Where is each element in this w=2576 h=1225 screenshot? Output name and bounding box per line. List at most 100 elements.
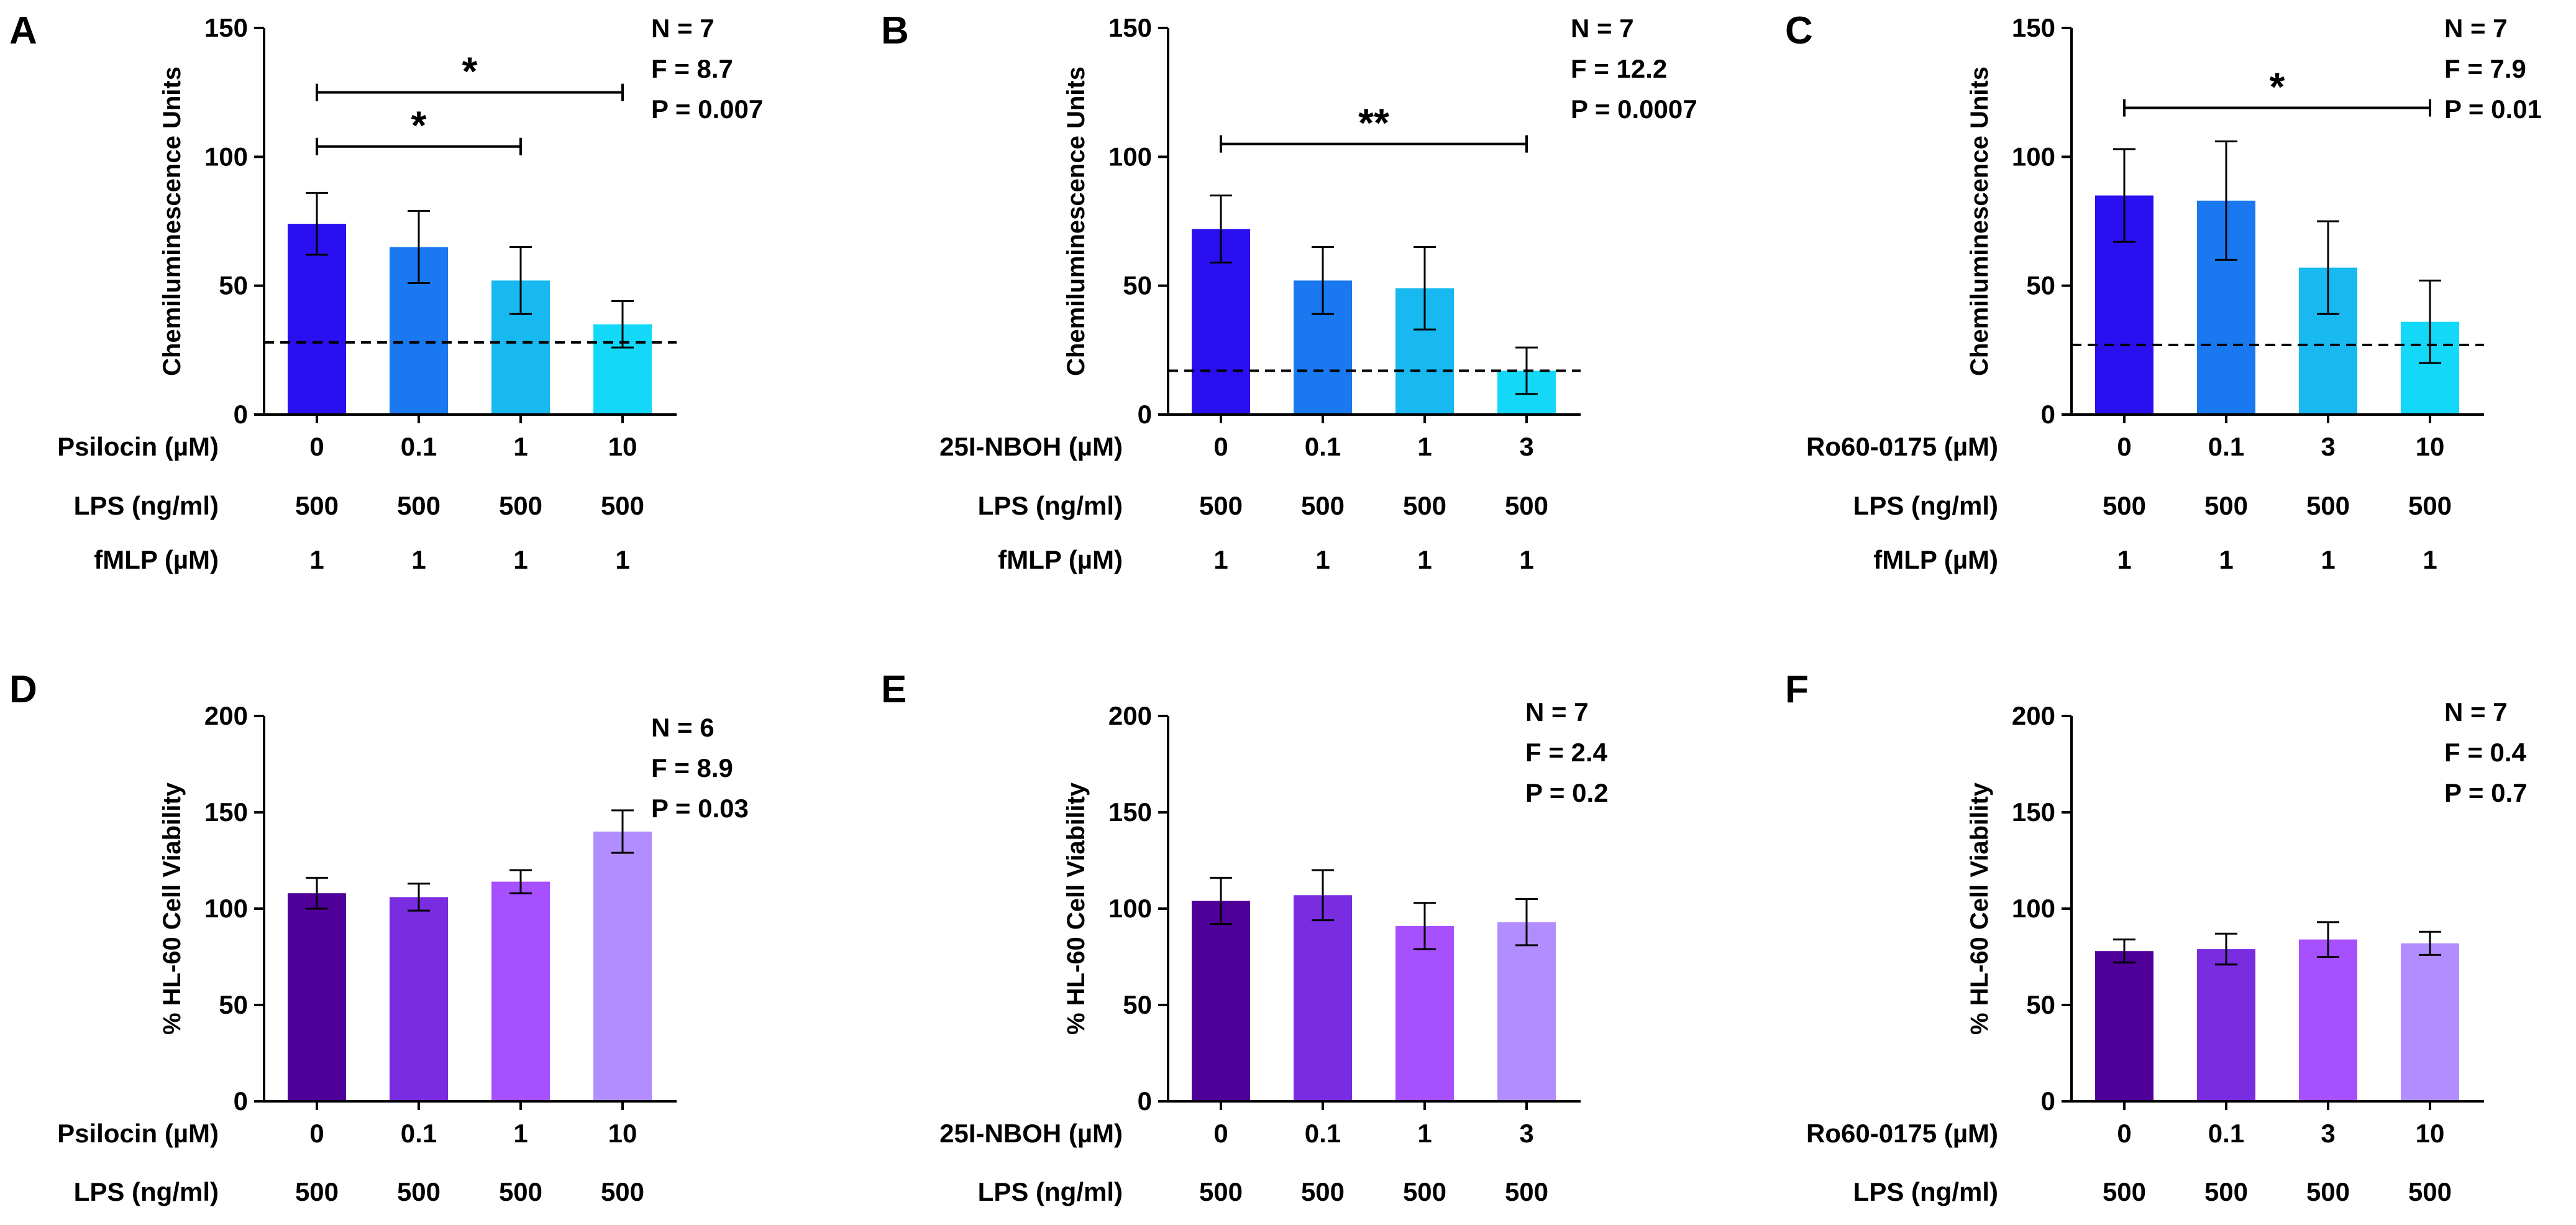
y-tick-label: 50 xyxy=(2026,990,2055,1019)
stat-line: P = 0.007 xyxy=(651,94,763,124)
panel-letter: F xyxy=(1785,668,1809,711)
y-tick-label: 0 xyxy=(1138,1086,1152,1116)
row-label: Psilocin (µM) xyxy=(57,1119,219,1148)
stat-line: P = 0.01 xyxy=(2444,94,2542,124)
error-bar xyxy=(1210,876,1232,925)
row-value: 3 xyxy=(1519,432,1533,461)
row-value: 500 xyxy=(2204,1177,2248,1206)
error-bar xyxy=(611,300,634,349)
stat-line: F = 0.4 xyxy=(2444,738,2527,767)
row-value: 500 xyxy=(1403,1177,1446,1206)
error-bar xyxy=(1515,898,1538,947)
row-label: Psilocin (µM) xyxy=(57,432,219,461)
y-tick-label: 100 xyxy=(1108,142,1152,171)
row-value: 1 xyxy=(1417,1119,1432,1148)
row-label: fMLP (µM) xyxy=(998,545,1123,574)
significance-bracket xyxy=(316,83,624,101)
error-bar xyxy=(306,191,328,256)
row-value: 500 xyxy=(499,491,542,520)
error-bar xyxy=(1312,869,1334,922)
error-bar xyxy=(2419,279,2441,364)
y-tick-label: 100 xyxy=(2012,142,2055,171)
row-value: 1 xyxy=(2321,545,2335,574)
row-value: 1 xyxy=(309,545,324,574)
stat-line: F = 8.7 xyxy=(651,54,733,83)
error-bar xyxy=(2113,148,2135,243)
row-value: 0 xyxy=(1213,432,1228,461)
y-tick-label: 50 xyxy=(219,271,248,300)
bar xyxy=(390,897,448,1101)
row-value: 1 xyxy=(411,545,426,574)
row-value: 3 xyxy=(2321,1119,2335,1148)
row-label: LPS (ng/ml) xyxy=(74,1177,219,1206)
stat-line: F = 12.2 xyxy=(1571,54,1667,83)
y-tick-label: 50 xyxy=(219,990,248,1019)
row-value: 500 xyxy=(1505,491,1548,520)
row-value: 1 xyxy=(1315,545,1330,574)
row-value: 0.1 xyxy=(1305,1119,1341,1148)
y-axis-label: % HL-60 Cell Viability xyxy=(158,782,186,1035)
row-label: LPS (ng/ml) xyxy=(978,491,1123,520)
row-value: 500 xyxy=(1403,491,1446,520)
y-axis-label: Chemiluminescence Units xyxy=(1062,67,1090,376)
y-tick-label: 50 xyxy=(1123,990,1152,1019)
row-value: 500 xyxy=(2306,491,2350,520)
panel-letter: B xyxy=(881,9,909,52)
error-bar xyxy=(408,883,430,912)
row-value: 500 xyxy=(2103,1177,2146,1206)
row-label: fMLP (µM) xyxy=(1873,545,1998,574)
y-tick-label: 50 xyxy=(1123,271,1152,300)
row-value: 0 xyxy=(309,432,324,461)
row-value: 500 xyxy=(295,1177,339,1206)
stat-line: N = 7 xyxy=(2444,697,2508,727)
row-value: 500 xyxy=(397,1177,441,1206)
row-value: 500 xyxy=(601,491,644,520)
stat-line: N = 7 xyxy=(1525,697,1589,727)
row-value: 0.1 xyxy=(401,1119,437,1148)
error-bar xyxy=(1414,902,1436,950)
row-value: 1 xyxy=(2219,545,2233,574)
row-value: 0.1 xyxy=(2208,432,2244,461)
row-value: 10 xyxy=(2416,432,2445,461)
row-value: 0 xyxy=(1213,1119,1228,1148)
row-value: 3 xyxy=(1519,1119,1533,1148)
row-value: 10 xyxy=(608,432,637,461)
row-value: 0.1 xyxy=(401,432,437,461)
row-label: LPS (ng/ml) xyxy=(978,1177,1123,1206)
row-value: 0.1 xyxy=(2208,1119,2244,1148)
row-value: 500 xyxy=(601,1177,644,1206)
error-bar xyxy=(2113,938,2135,964)
row-label: Ro60-0175 (µM) xyxy=(1806,432,1998,461)
row-label: 25I-NBOH (µM) xyxy=(939,1119,1123,1148)
y-tick-label: 100 xyxy=(204,142,248,171)
significance-label: * xyxy=(411,103,427,148)
y-tick-label: 150 xyxy=(204,797,248,827)
row-value: 0 xyxy=(309,1119,324,1148)
stat-line: P = 0.0007 xyxy=(1571,94,1697,124)
y-tick-label: 150 xyxy=(204,13,248,42)
bar xyxy=(288,893,346,1101)
row-value: 1 xyxy=(1417,545,1432,574)
error-bar xyxy=(611,809,634,854)
row-value: 500 xyxy=(2306,1177,2350,1206)
row-value: 500 xyxy=(2408,1177,2452,1206)
y-tick-label: 100 xyxy=(2012,894,2055,923)
stat-line: N = 7 xyxy=(651,14,715,43)
significance-label: * xyxy=(2270,65,2285,109)
bar xyxy=(491,881,550,1101)
panel-b: B 0 50 100 150 Chemiluminescence Units 25I-NBO… xyxy=(881,9,1697,574)
row-value: 1 xyxy=(1213,545,1228,574)
error-bar xyxy=(306,876,328,910)
y-axis-label: Chemiluminescence Units xyxy=(158,67,186,376)
y-tick-label: 0 xyxy=(234,400,248,429)
row-value: 500 xyxy=(1199,1177,1243,1206)
error-bar xyxy=(408,209,430,285)
y-tick-label: 0 xyxy=(1138,400,1152,429)
significance-label: ** xyxy=(1358,101,1389,145)
stat-line: N = 7 xyxy=(1571,14,1634,43)
row-label: LPS (ng/ml) xyxy=(1853,491,1998,520)
y-tick-label: 200 xyxy=(1108,701,1152,730)
bar xyxy=(2401,943,2459,1101)
